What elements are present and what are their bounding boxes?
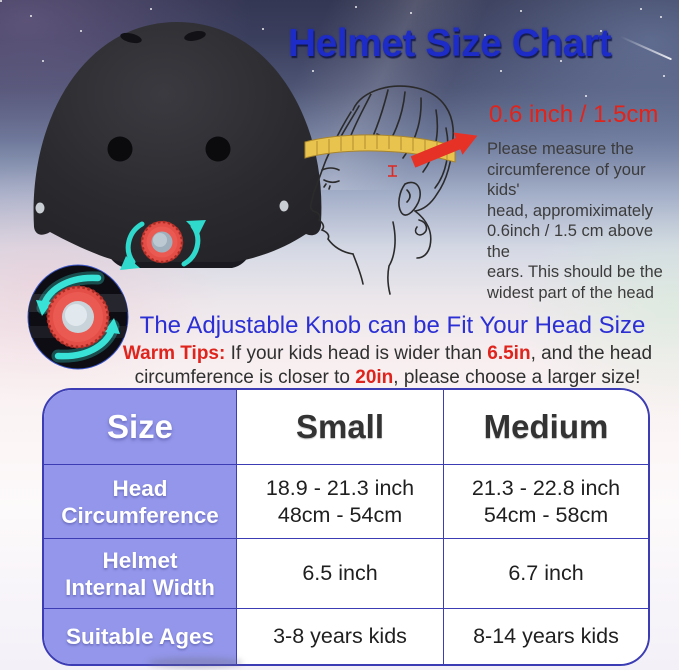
warm-tips-seg2: , and the head circumference is closer t…: [134, 343, 653, 388]
red-arrow: [410, 132, 478, 168]
rotate-arrowhead-right: [186, 220, 206, 234]
size-table: Size Small Medium Head Circumference 18.…: [42, 388, 650, 666]
rivet-left: [35, 202, 45, 214]
warm-tips-highlight-width: 6.5in: [487, 343, 531, 364]
badge-arrowhead-right: [104, 318, 120, 334]
page-title: Helmet Size Chart: [288, 22, 612, 65]
knob-heading: The Adjustable Knob can be Fit Your Head…: [139, 312, 646, 339]
table-cell-width-medium: 6.7 inch: [444, 539, 648, 609]
table-shadow: [148, 657, 243, 668]
header-small-label: Small: [295, 408, 385, 445]
table-row-label-circumference: Head Circumference: [44, 465, 237, 539]
helmet-dome: [33, 22, 322, 262]
cell-value: 6.5 inch: [302, 561, 378, 586]
warm-tips-highlight-circumference: 20in: [355, 366, 394, 388]
head-sketch: [304, 85, 478, 295]
starfield: [0, 0, 2, 2]
table-row-label-ages: Suitable Ages: [44, 609, 237, 664]
cell-value: 21.3 - 22.8 inch 54cm - 58cm: [471, 476, 621, 527]
cell-value: 6.7 inch: [508, 561, 584, 586]
cell-value: 18.9 - 21.3 inch 48cm - 54cm: [265, 476, 415, 527]
warm-tips-label: Warm Tips:: [122, 343, 226, 364]
cell-value: 3-8 years kids: [273, 624, 407, 649]
cell-value: 8-14 years kids: [473, 624, 619, 649]
helmet-vent-right: [205, 136, 231, 162]
row-label-text: Suitable Ages: [66, 624, 214, 649]
table-cell-width-small: 6.5 inch: [237, 539, 444, 609]
row-label-text: Helmet Internal Width: [65, 547, 215, 600]
table-header-small: Small: [237, 390, 444, 465]
adjust-knob: [140, 220, 184, 264]
tape-pin: [388, 165, 397, 177]
table-cell-circumference-small: 18.9 - 21.3 inch 48cm - 54cm: [237, 465, 444, 539]
badge-knob: [46, 285, 110, 349]
helmet-image: [33, 22, 322, 270]
table-header-size: Size: [44, 390, 237, 465]
knob-zoom-badge: [27, 264, 129, 370]
warm-tips: Warm Tips: If your kids head is wider th…: [95, 342, 679, 389]
rivet-right: [279, 200, 289, 212]
table-cell-ages-medium: 8-14 years kids: [444, 609, 648, 664]
head-outline: [309, 85, 454, 295]
rotate-arrowhead-left: [120, 256, 140, 270]
measure-highlight: 0.6 inch / 1.5cm: [489, 101, 659, 128]
helmet-vent-left: [107, 136, 133, 162]
table-row-label-internal-width: Helmet Internal Width: [44, 539, 237, 609]
table-cell-circumference-medium: 21.3 - 22.8 inch 54cm - 58cm: [444, 465, 648, 539]
header-medium-label: Medium: [483, 408, 609, 445]
table-header-medium: Medium: [444, 390, 648, 465]
warm-tips-seg3: , please choose a larger size!: [393, 366, 641, 388]
warm-tips-seg1: If your kids head is wider than: [225, 343, 488, 364]
row-label-text: Head Circumference: [61, 475, 219, 528]
helmet-top-vent-left: [120, 32, 142, 44]
header-size-label: Size: [106, 408, 174, 445]
table-cell-ages-small: 3-8 years kids: [237, 609, 444, 664]
measure-instructions: Please measure the circumference of your…: [487, 140, 663, 302]
badge-arrowhead-left: [36, 300, 52, 316]
helmet-top-vent-right: [184, 31, 206, 41]
